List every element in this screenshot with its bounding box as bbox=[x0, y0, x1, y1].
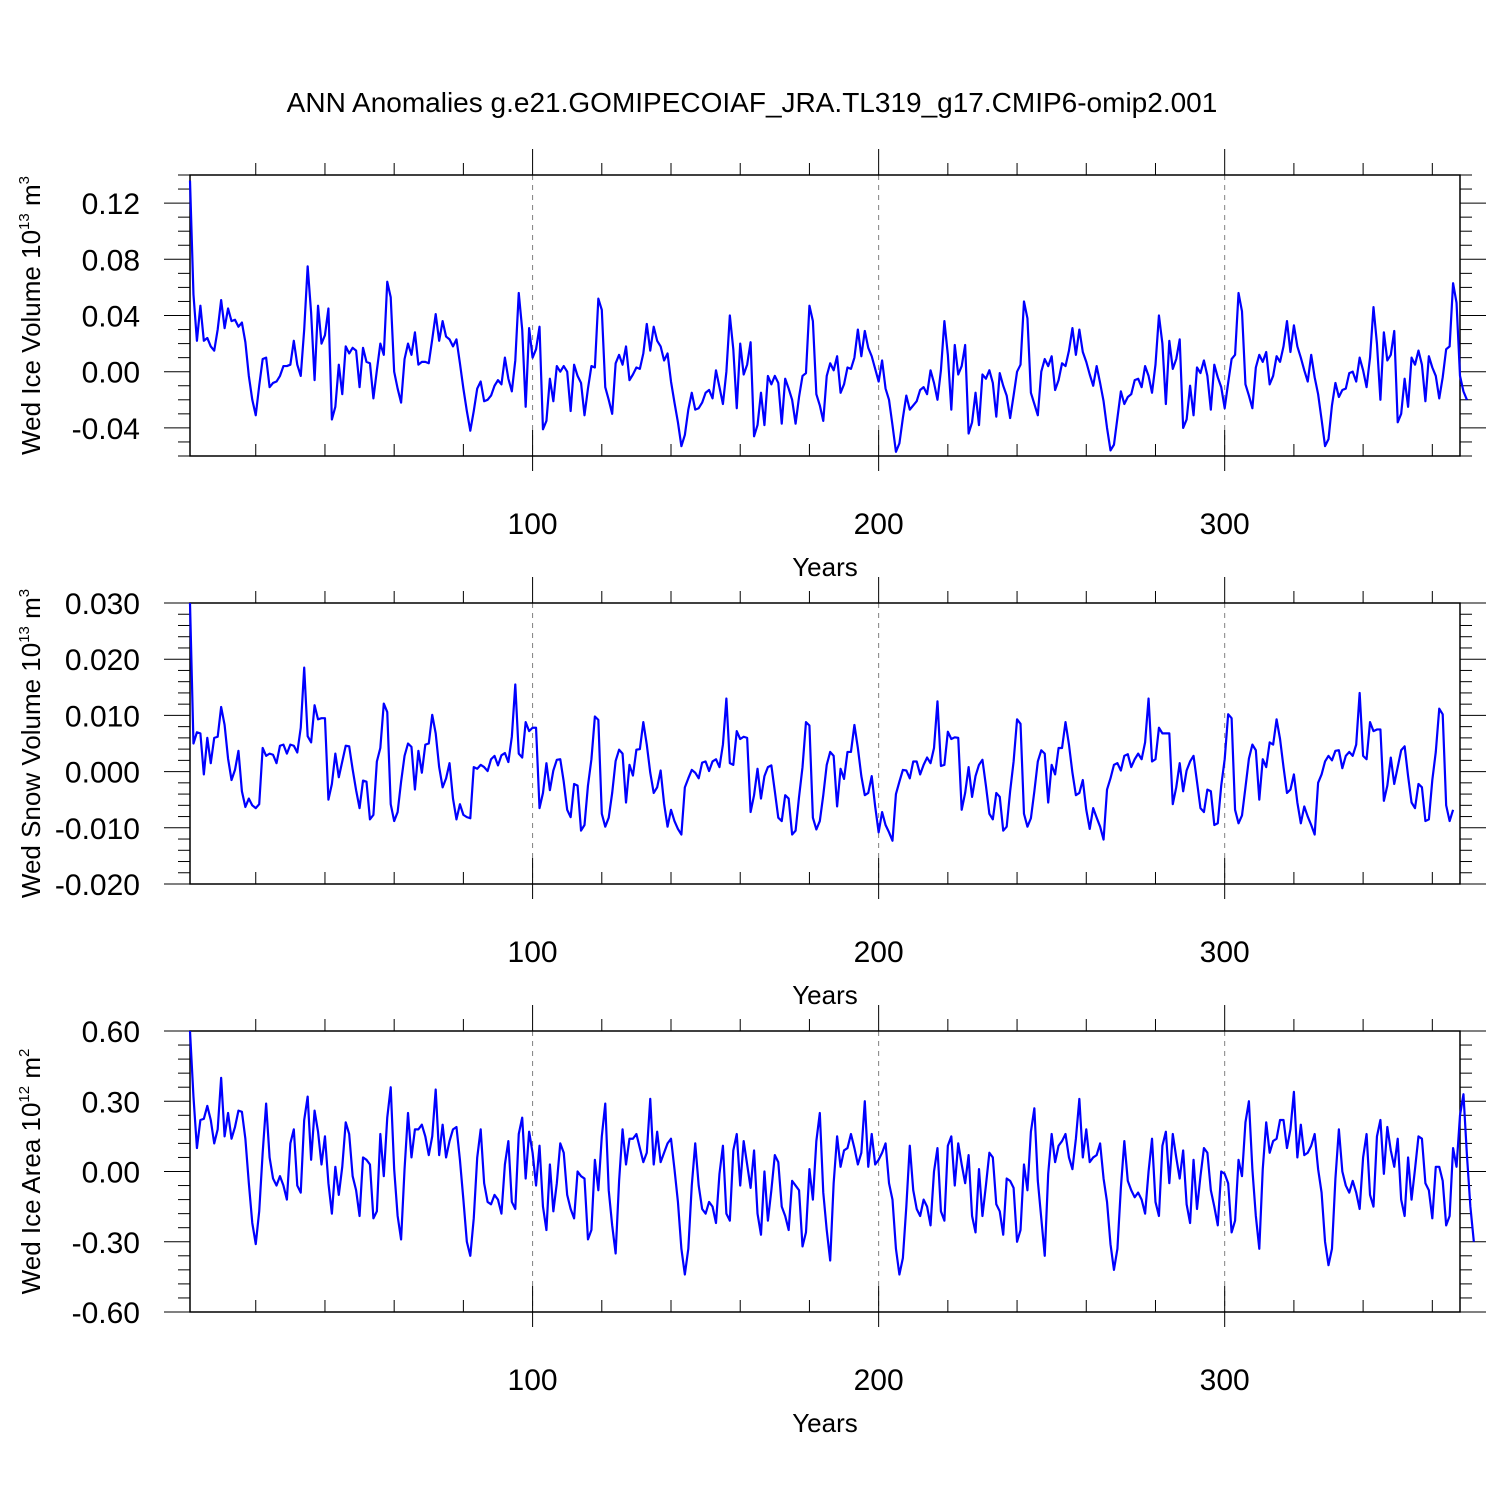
ice-volume-ytick-label: 0.12 bbox=[82, 188, 140, 221]
ice-area-panel: 100 200 300 Years -0.60 -0.30 0.00 0.30 0.60 Wed … bbox=[16, 1005, 1486, 1438]
snow-volume-ytick-label: 0.000 bbox=[65, 757, 140, 790]
ice-area-ytick-label: 0.30 bbox=[82, 1086, 140, 1119]
snow-volume-xtick-label: 200 bbox=[854, 936, 904, 969]
snow-volume-xtick-label: 300 bbox=[1200, 936, 1250, 969]
snow-volume-series-line bbox=[188, 602, 1455, 842]
ice-volume-frame bbox=[189, 174, 1461, 457]
chart-title: ANN Anomalies g.e21.GOMIPECOIAF_JRA.TL31… bbox=[287, 87, 1218, 118]
snow-volume-ylabel: Wed Snow Volume 1013 m3 bbox=[16, 589, 46, 898]
ice-volume-series-line bbox=[188, 180, 1468, 453]
snow-volume-ytick-label: -0.010 bbox=[55, 813, 140, 846]
ice-volume-xtick-label: 200 bbox=[854, 508, 904, 541]
ice-volume-xlabel: Years bbox=[792, 552, 858, 582]
ice-volume-panel: 100 200 300 Years -0.04 0.00 0.04 0.08 0.12 Wed I… bbox=[16, 149, 1486, 582]
ice-area-xlabel: Years bbox=[792, 1408, 858, 1438]
snow-volume-ytick-label: 0.010 bbox=[65, 700, 140, 733]
ice-area-ytick-label: 0.60 bbox=[82, 1016, 140, 1049]
snow-volume-xtick-label: 100 bbox=[508, 936, 558, 969]
ice-area-ylabel: Wed Ice Area 1012 m2 bbox=[16, 1049, 46, 1295]
snow-volume-ytick-label: -0.020 bbox=[55, 869, 140, 902]
ice-area-xtick-label: 100 bbox=[508, 1364, 558, 1397]
ice-volume-ytick-label: 0.08 bbox=[82, 244, 140, 277]
ice-volume-xtick-label: 300 bbox=[1200, 508, 1250, 541]
snow-volume-panel: 100 200 300 Years -0.020 -0.010 0.000 0.010 0.02… bbox=[16, 577, 1486, 1010]
ice-volume-ytick-label: 0.04 bbox=[82, 301, 140, 334]
ice-area-xtick-label: 300 bbox=[1200, 1364, 1250, 1397]
snow-volume-xlabel: Years bbox=[792, 980, 858, 1010]
ice-volume-xtick-label: 100 bbox=[508, 508, 558, 541]
snow-volume-ytick-label: 0.030 bbox=[65, 588, 140, 621]
ice-volume-ylabel: Wed Ice Volume 1013 m3 bbox=[16, 176, 46, 455]
ice-area-frame bbox=[189, 1030, 1461, 1313]
ice-area-xtick-label: 200 bbox=[854, 1364, 904, 1397]
snow-volume-frame bbox=[189, 602, 1461, 885]
ice-area-series-line bbox=[188, 1030, 1475, 1276]
ice-area-ytick-label: -0.30 bbox=[72, 1227, 140, 1260]
ice-volume-ytick-label: -0.04 bbox=[72, 413, 140, 446]
panels: 100 200 300 Years -0.04 0.00 0.04 0.08 0.12 Wed I… bbox=[16, 149, 1486, 1438]
ice-area-ytick-label: 0.00 bbox=[82, 1157, 140, 1190]
ice-volume-ytick-label: 0.00 bbox=[82, 357, 140, 390]
ice-area-ytick-label: -0.60 bbox=[72, 1297, 140, 1330]
snow-volume-ytick-label: 0.020 bbox=[65, 644, 140, 677]
